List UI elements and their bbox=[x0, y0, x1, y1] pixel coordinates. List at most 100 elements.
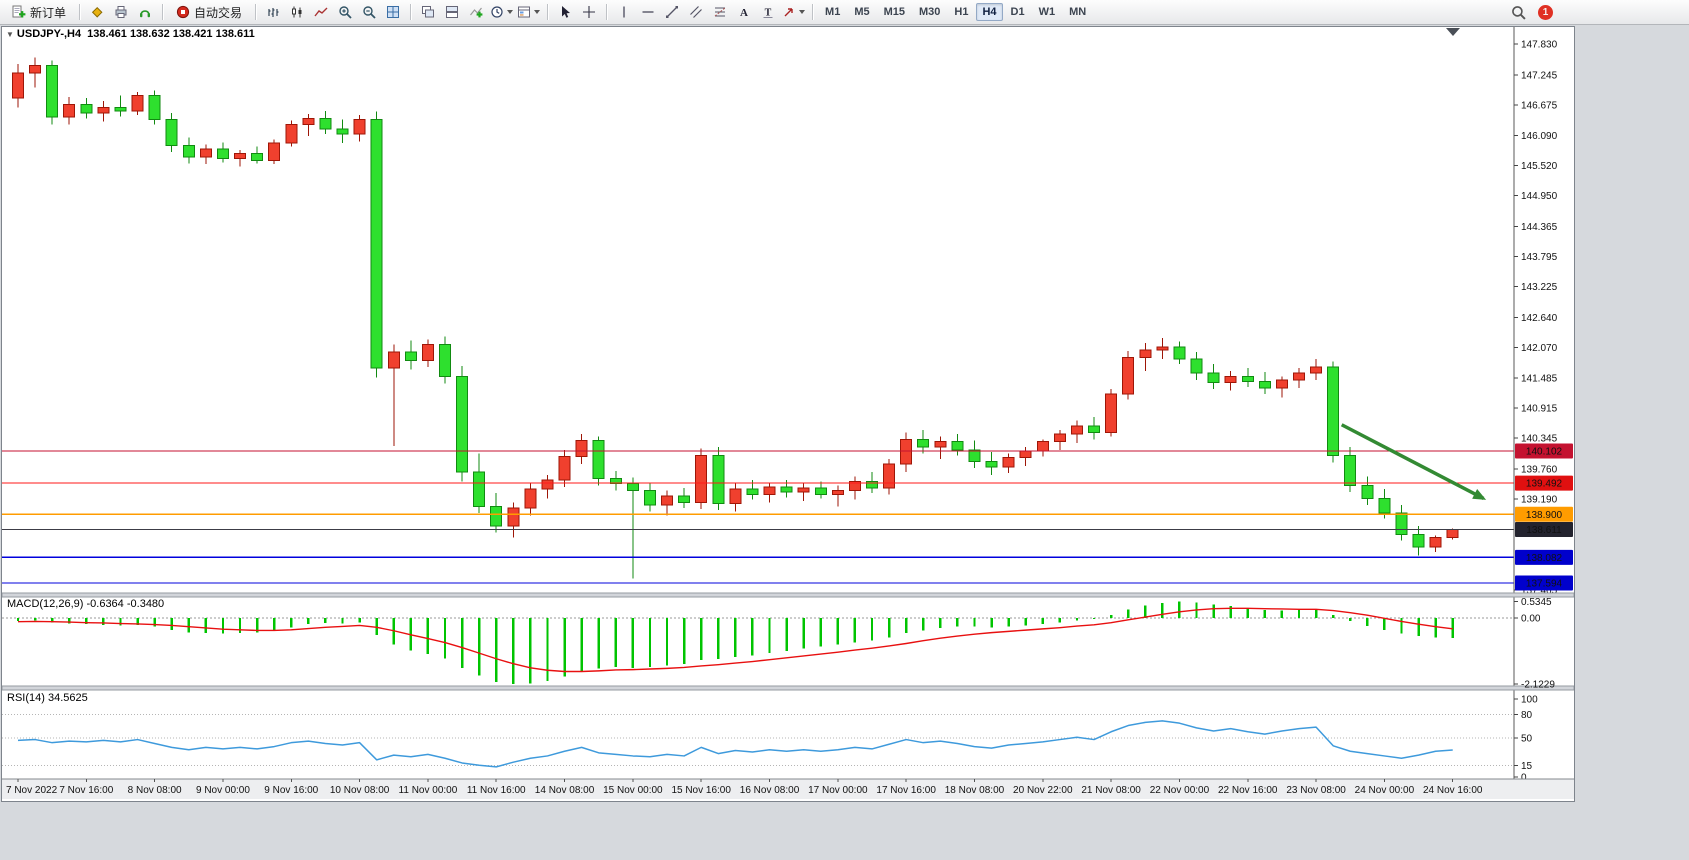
indicators-button[interactable] bbox=[465, 2, 487, 22]
panel-splitter[interactable] bbox=[2, 685, 1574, 691]
arrow-tool-icon bbox=[784, 8, 793, 17]
svg-text:8 Nov 08:00: 8 Nov 08:00 bbox=[128, 785, 182, 796]
svg-text:20 Nov 22:00: 20 Nov 22:00 bbox=[1013, 785, 1073, 796]
bar-chart-button[interactable] bbox=[262, 2, 284, 22]
print-button[interactable] bbox=[110, 2, 132, 22]
search-button[interactable] bbox=[1507, 2, 1529, 22]
periods-button[interactable] bbox=[489, 2, 514, 22]
svg-text:22 Nov 00:00: 22 Nov 00:00 bbox=[1150, 785, 1210, 796]
candle-body bbox=[678, 495, 691, 504]
candle-body bbox=[524, 488, 537, 509]
zoom-in-button[interactable] bbox=[334, 2, 356, 22]
svg-text:144.950: 144.950 bbox=[1521, 191, 1558, 202]
candle-body bbox=[268, 142, 281, 161]
market-watch-button[interactable] bbox=[86, 2, 108, 22]
print-icon bbox=[115, 6, 127, 18]
candle-body bbox=[866, 481, 878, 489]
svg-text:80: 80 bbox=[1521, 710, 1533, 721]
svg-text:146.675: 146.675 bbox=[1521, 100, 1558, 111]
candle-body bbox=[1139, 349, 1152, 358]
experts-button[interactable] bbox=[134, 2, 156, 22]
svg-text:145.520: 145.520 bbox=[1521, 161, 1558, 172]
candle-body bbox=[1190, 358, 1203, 374]
zoom-in-icon bbox=[339, 6, 352, 19]
macd-signal-value: -0.3480 bbox=[126, 598, 165, 610]
trendline-button[interactable] bbox=[661, 2, 683, 22]
candle-body bbox=[182, 145, 195, 158]
svg-text:18 Nov 08:00: 18 Nov 08:00 bbox=[945, 785, 1005, 796]
price-line-badge bbox=[1515, 506, 1573, 522]
zoom-out-button[interactable] bbox=[358, 2, 380, 22]
timeframe-m1[interactable]: M1 bbox=[825, 6, 841, 18]
autotrading-button[interactable]: 自动交易 bbox=[169, 2, 249, 22]
svg-text:A: A bbox=[740, 7, 748, 19]
svg-text:21 Nov 08:00: 21 Nov 08:00 bbox=[1081, 785, 1141, 796]
timeframe-m15[interactable]: M15 bbox=[883, 6, 905, 18]
tile-horizontal-button[interactable] bbox=[441, 2, 463, 22]
candle-chart-button[interactable] bbox=[286, 2, 308, 22]
crosshair-button[interactable] bbox=[578, 2, 600, 22]
crosshair-icon bbox=[583, 6, 596, 18]
text-button[interactable]: A bbox=[733, 2, 755, 22]
svg-text:7 Nov 2022: 7 Nov 2022 bbox=[6, 785, 58, 796]
toolbar-separator bbox=[812, 4, 814, 20]
svg-text:0: 0 bbox=[1521, 773, 1527, 784]
candle-body bbox=[592, 440, 605, 479]
timeframe-h4[interactable]: H4 bbox=[976, 3, 1003, 21]
cursor-button[interactable] bbox=[554, 2, 576, 22]
svg-text:141.485: 141.485 bbox=[1521, 374, 1558, 385]
tile-windows-button[interactable] bbox=[382, 2, 404, 22]
new-order-button[interactable]: 新订单 bbox=[5, 2, 73, 22]
cascade-windows-button[interactable] bbox=[417, 2, 439, 22]
arrows-tool-button[interactable] bbox=[781, 2, 806, 22]
toolbar-separator bbox=[606, 4, 608, 20]
templates-button[interactable] bbox=[516, 2, 541, 22]
indicators-icon bbox=[470, 7, 483, 18]
chart-shift-marker[interactable] bbox=[1446, 28, 1460, 36]
candle-body bbox=[1275, 379, 1288, 389]
panel-splitter[interactable] bbox=[2, 592, 1574, 598]
timeframe-m30[interactable]: M30 bbox=[919, 6, 941, 18]
channel-button[interactable] bbox=[685, 2, 707, 22]
time-axis[interactable]: 7 Nov 2022 7 Nov 16:00 8 Nov 08:00 9 Nov 00… bbox=[2, 778, 1574, 799]
timeframe-h1[interactable]: H1 bbox=[954, 6, 969, 18]
candle-body bbox=[1258, 381, 1271, 389]
template-icon bbox=[518, 6, 531, 18]
svg-text:24 Nov 00:00: 24 Nov 00:00 bbox=[1355, 785, 1415, 796]
autotrading-label: 自动交易 bbox=[194, 5, 243, 20]
candle-body bbox=[370, 118, 383, 369]
timeframe-m5[interactable]: M5 bbox=[854, 6, 870, 18]
timeframe-d1[interactable]: D1 bbox=[1010, 6, 1025, 18]
notification-badge[interactable]: 1 bbox=[1538, 4, 1553, 20]
svg-text:137.465: 137.465 bbox=[1521, 585, 1558, 596]
price-chart[interactable]: 147.830 147.245 146.675 146.090 145.520 144.9… bbox=[2, 27, 1574, 799]
one-click-trading-toggle[interactable]: ▼ bbox=[6, 30, 14, 39]
candle-body bbox=[609, 477, 622, 485]
candle-body bbox=[216, 148, 229, 159]
timeframe-mn[interactable]: MN bbox=[1069, 6, 1087, 18]
horizontal-line-button[interactable] bbox=[637, 2, 659, 22]
candle-body bbox=[1412, 533, 1425, 548]
fibonacci-button[interactable] bbox=[709, 2, 731, 22]
svg-text:15 Nov 00:00: 15 Nov 00:00 bbox=[603, 785, 663, 796]
svg-text:137.594: 137.594 bbox=[1526, 579, 1563, 590]
vertical-line-button[interactable] bbox=[613, 2, 635, 22]
svg-text:140.915: 140.915 bbox=[1521, 404, 1558, 415]
candle-body bbox=[285, 124, 298, 144]
text-label-button[interactable]: T bbox=[757, 2, 779, 22]
candle-body bbox=[541, 479, 554, 490]
candle-body bbox=[490, 505, 503, 527]
channel-icon bbox=[690, 6, 702, 18]
candlestick-chart-icon bbox=[292, 6, 302, 18]
chevron-down-icon bbox=[534, 10, 541, 14]
candle-body bbox=[63, 104, 76, 118]
timeframe-w1[interactable]: W1 bbox=[1038, 6, 1056, 18]
line-chart-button[interactable] bbox=[310, 2, 332, 22]
trend-arrow[interactable] bbox=[1340, 423, 1487, 501]
candle-body bbox=[883, 463, 896, 489]
candle-body bbox=[712, 454, 725, 505]
candle-body bbox=[729, 488, 742, 505]
candle-body bbox=[900, 438, 913, 465]
svg-text:138.900: 138.900 bbox=[1526, 510, 1563, 521]
horizontal-level-lines[interactable] bbox=[2, 450, 1514, 584]
